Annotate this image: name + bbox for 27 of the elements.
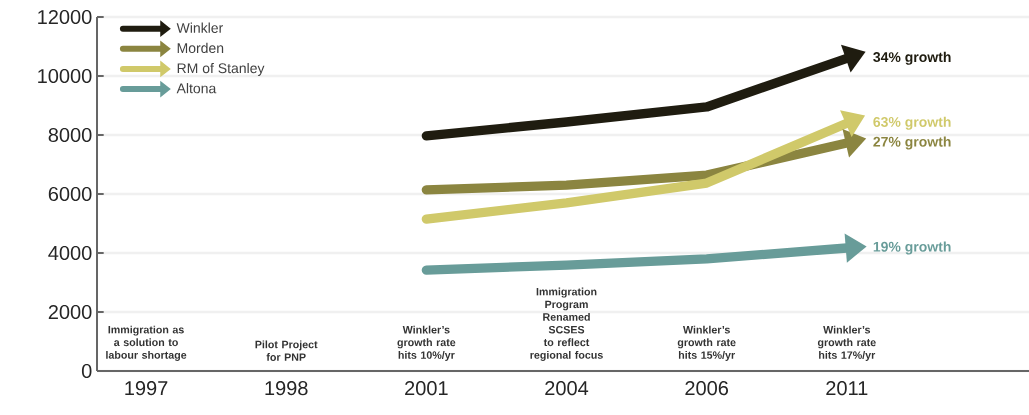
x-tick-label: 2001	[405, 381, 448, 396]
x-tick-label: 2006	[685, 381, 729, 396]
annotation: Pilot Project for PNP	[255, 340, 318, 361]
y-tick-label: 12000	[38, 9, 92, 25]
legend-label: RM of Stanley	[177, 62, 265, 76]
x-tick-label: 2011	[826, 381, 868, 396]
annotation: 27% growth	[873, 136, 951, 150]
legend-label: Morden	[177, 42, 224, 54]
y-tick-label: 0	[81, 363, 92, 379]
y-tick-label: 10000	[38, 68, 92, 84]
y-tick-label: 6000	[48, 186, 92, 202]
y-tick-label: 2000	[48, 304, 92, 320]
x-tick-label: 1998	[265, 381, 308, 396]
annotation: Winkler’s growth rate hits 10%/yr	[397, 325, 456, 361]
legend-label: Winkler	[176, 22, 224, 33]
x-tick-label: 1997	[125, 381, 168, 396]
annotation: Winkler’s growth rate hits 17%/yr	[817, 325, 876, 361]
annotation: 63% growth	[873, 116, 951, 130]
legend-label: Altona	[176, 83, 217, 94]
annotation: Immigration as a solution to labour shortage	[106, 325, 187, 361]
y-tick-label: 8000	[48, 127, 92, 143]
x-tick-label: 2004	[545, 381, 589, 396]
annotation: 34% growth	[873, 51, 951, 65]
y-tick-label: 4000	[48, 245, 92, 261]
annotation: 19% growth	[873, 241, 951, 255]
annotation: Winkler’s growth rate hits 15%/yr	[677, 325, 736, 361]
annotation: Immigration Program Renamed SCSES to reflect regional focus	[530, 287, 603, 361]
